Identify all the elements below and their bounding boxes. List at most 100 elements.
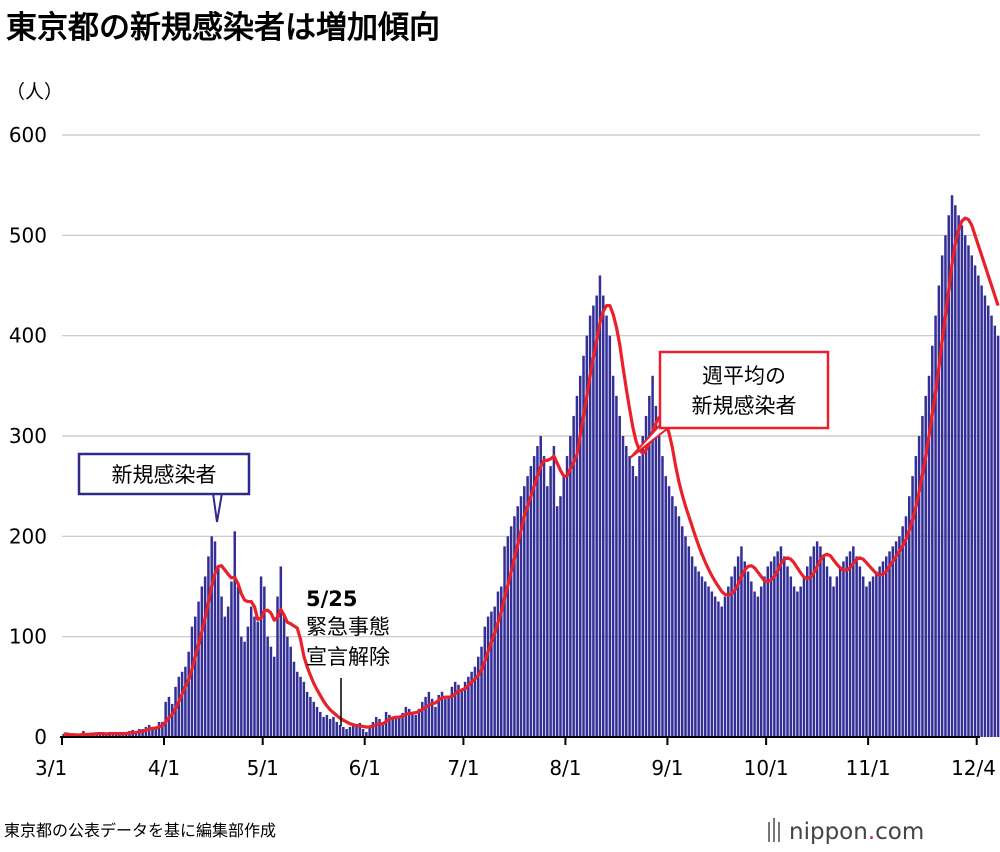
bar [766, 566, 770, 737]
bar [483, 626, 487, 737]
bar [825, 566, 829, 737]
bar [664, 476, 668, 737]
bar [970, 255, 974, 737]
bar [963, 235, 967, 737]
annotation-weekly-line2: 新規感染者 [692, 394, 797, 418]
bar [954, 205, 957, 738]
brand-dot: . [868, 819, 875, 845]
bar [391, 718, 394, 737]
bar [157, 721, 161, 737]
bar [315, 706, 319, 737]
bar [302, 681, 306, 737]
bar [457, 684, 460, 737]
bar [763, 576, 766, 737]
bar [878, 566, 881, 737]
chart-title: 東京都の新規感染者は増加傾向 [6, 10, 440, 46]
bar [276, 596, 279, 737]
bar [496, 591, 500, 737]
bar [444, 698, 447, 737]
bar [450, 686, 454, 737]
x-tick-label: 8/1 [549, 756, 581, 780]
bar [381, 721, 385, 737]
bar [661, 456, 664, 737]
bar [565, 456, 569, 737]
bar [927, 375, 931, 737]
bar [355, 723, 358, 737]
bar [121, 734, 125, 737]
bar [651, 375, 654, 737]
bar [358, 722, 362, 737]
x-tick-labels: 3/1 4/1 5/1 6/1 7/1 8/1 9/1 10/1 11/1 12/4 [35, 756, 996, 780]
bar [799, 586, 802, 737]
bar [417, 708, 421, 737]
annotation-new-cases: 新規感染者 [77, 452, 251, 523]
bar [342, 726, 345, 737]
x-tick-label: 4/1 [148, 756, 180, 780]
brand-name: nippon.com [789, 819, 924, 845]
bar [401, 712, 404, 737]
bar [815, 541, 819, 737]
bar [197, 601, 200, 737]
bar [319, 711, 322, 737]
bar [279, 566, 283, 737]
bar [506, 536, 510, 737]
bar [384, 711, 388, 737]
bar [671, 496, 674, 737]
bar [904, 516, 908, 737]
bar [697, 571, 700, 737]
bar [845, 556, 848, 737]
bar [480, 646, 483, 737]
bar [447, 696, 450, 737]
bar [296, 671, 299, 737]
bar [240, 636, 243, 737]
bar [977, 275, 980, 737]
bar [361, 728, 365, 737]
annotation-emergency-line1: 緊急事態 [306, 615, 390, 639]
bar [648, 395, 651, 737]
bar [151, 726, 154, 737]
bar [710, 591, 714, 737]
bar [348, 726, 352, 737]
annotation-weekly-box [658, 350, 830, 430]
bar [934, 315, 937, 737]
bar [967, 245, 970, 737]
bar [575, 395, 579, 737]
brand-word: nippon [789, 819, 868, 845]
bar [269, 646, 273, 737]
bar [493, 606, 496, 737]
bar [503, 546, 506, 737]
bar [638, 456, 641, 737]
bar [404, 706, 408, 737]
bar [453, 681, 457, 737]
x-tick-label: 3/1 [35, 756, 67, 780]
source-note: 東京都の公表データを基に編集部作成 [4, 821, 276, 840]
bar [266, 636, 269, 737]
annotation-weekly-line1: 週平均の [702, 364, 786, 388]
bar [598, 275, 602, 737]
bar [894, 541, 898, 737]
bar [585, 335, 589, 737]
bar [973, 265, 977, 737]
bar [680, 526, 684, 737]
bar [200, 586, 204, 737]
bar [786, 566, 789, 737]
x-axis [60, 736, 980, 745]
bar [486, 616, 490, 737]
annotation-new-cases-pointer [211, 492, 224, 523]
bar [713, 596, 717, 737]
bar [427, 691, 431, 737]
bar [937, 285, 941, 737]
bar [657, 436, 661, 737]
weekly-average-line [63, 216, 1000, 737]
bar [911, 476, 914, 737]
bar [809, 556, 812, 737]
bar [868, 581, 872, 737]
bar [654, 405, 658, 737]
bar [759, 586, 763, 737]
bar [723, 596, 727, 737]
bar [608, 335, 612, 737]
bar [769, 561, 773, 737]
bar [549, 466, 552, 737]
bar [529, 466, 533, 737]
y-tick-labels: 0 100 200 300 400 500 600 [9, 123, 47, 749]
